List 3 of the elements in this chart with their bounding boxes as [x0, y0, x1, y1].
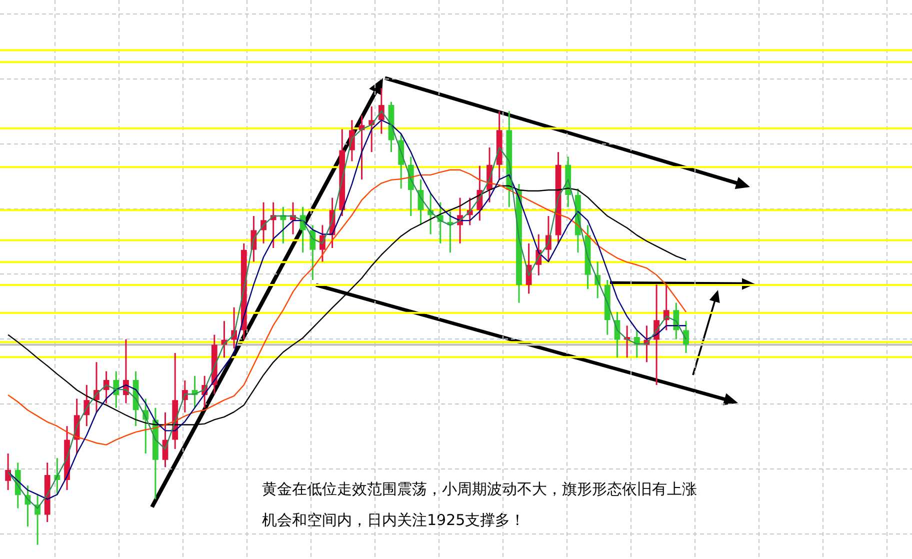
candlestick — [5, 452, 12, 491]
candlestick — [683, 320, 689, 354]
candlestick — [310, 224, 316, 281]
